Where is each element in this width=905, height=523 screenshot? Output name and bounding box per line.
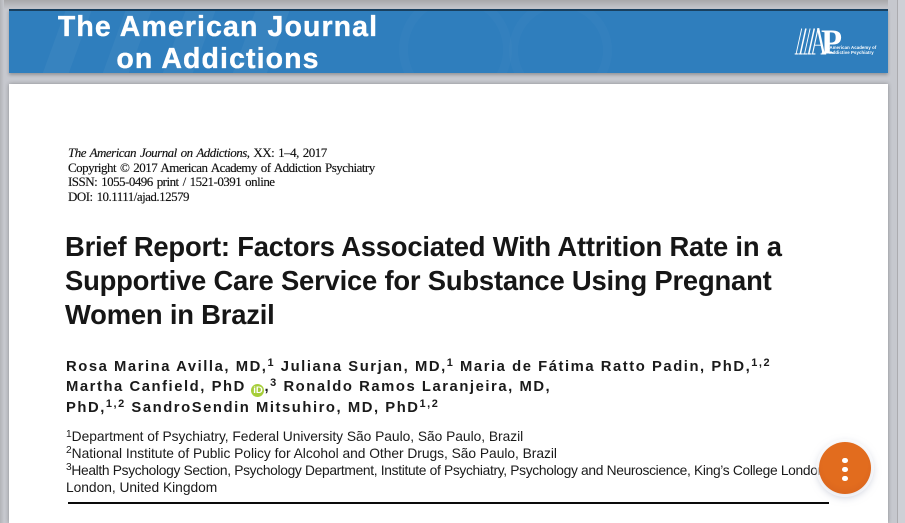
svg-text:American Academy of: American Academy of [830, 45, 877, 50]
svg-text:Addictive Psychiatry: Addictive Psychiatry [830, 50, 875, 55]
svg-text:P: P [821, 24, 842, 62]
